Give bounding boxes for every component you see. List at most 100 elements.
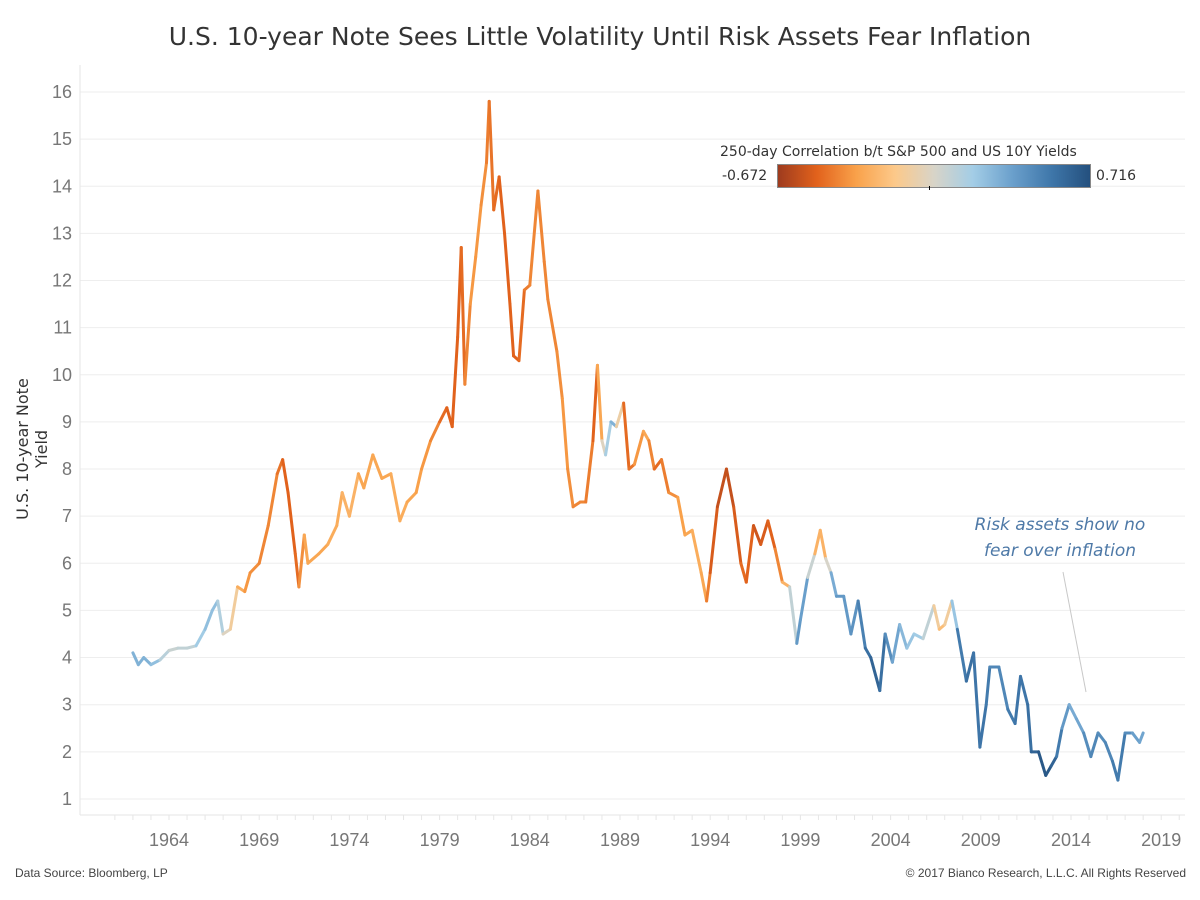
yield-segment (818, 528, 828, 561)
yield-segment (798, 575, 810, 622)
yield-segment (813, 528, 822, 556)
yield-segment (869, 656, 882, 693)
y-tick-label: 13 (52, 223, 72, 243)
yield-segment (824, 557, 833, 575)
yield-segment (398, 500, 409, 523)
yield-segment (849, 599, 860, 636)
yield-segment (806, 552, 817, 579)
yield-segment (158, 648, 171, 662)
yield-segment (921, 604, 936, 641)
yield-segment (1130, 731, 1142, 744)
x-tick-label: 1999 (780, 830, 820, 850)
yield-segment (647, 439, 656, 471)
x-tick-label: 1974 (329, 830, 369, 850)
yield-segment (131, 651, 140, 667)
x-tick-label: 2019 (1141, 830, 1181, 850)
yield-segment (1096, 731, 1107, 744)
yield-segment (1037, 750, 1048, 777)
yield-segment (508, 302, 516, 358)
yield-segment (517, 288, 526, 363)
yield-segment (281, 458, 290, 495)
yield-segment (604, 420, 613, 457)
yield-segment (863, 646, 873, 660)
yield-segment (724, 467, 736, 509)
yield-segment (1026, 703, 1033, 754)
yield-segment (362, 453, 375, 490)
yield-segment (676, 495, 687, 537)
y-tick-label: 15 (52, 129, 72, 149)
yield-segment (371, 453, 384, 480)
yield-segment (751, 524, 763, 546)
x-tick-label: 1979 (420, 830, 460, 850)
yield-segment (1060, 703, 1071, 730)
yield-segment (306, 552, 321, 565)
yield-segment (905, 632, 916, 650)
y-tick-label: 8 (62, 459, 72, 479)
y-tick-label: 12 (52, 271, 72, 291)
yield-segment (632, 429, 645, 466)
yield-segment (950, 599, 959, 631)
yield-segment (842, 594, 853, 636)
yield-segment (335, 491, 344, 528)
yield-segment (297, 533, 306, 589)
yield-segment (878, 632, 887, 693)
x-tick-label: 1969 (239, 830, 279, 850)
annotation-line-1: Risk assets show no (974, 515, 1146, 535)
y-tick-label: 4 (62, 648, 72, 668)
annotation: Risk assets show no fear over inflation (940, 512, 1180, 564)
yield-segment (591, 363, 599, 443)
y-tick-label: 14 (52, 176, 72, 196)
yield-segment (912, 632, 925, 641)
yield-segment (898, 623, 909, 650)
yield-segment (759, 519, 770, 546)
yield-segment (1074, 717, 1086, 735)
yield-segment (595, 363, 604, 443)
yield-segment (203, 608, 214, 631)
yield-segment (829, 571, 838, 598)
yield-segment (560, 396, 570, 471)
yield-segment (487, 99, 496, 212)
annotation-line-2: fear over inflation (983, 541, 1137, 561)
yield-segment (149, 658, 162, 667)
yield-segment (420, 439, 433, 471)
x-tick-label: 1964 (149, 830, 189, 850)
y-tick-label: 6 (62, 553, 72, 573)
yield-segment (468, 255, 478, 306)
x-tick-label: 1989 (600, 830, 640, 850)
yield-segment (1018, 674, 1030, 707)
yield-segment (194, 627, 207, 648)
x-tick-label: 1994 (690, 830, 730, 850)
yield-segment (497, 175, 507, 235)
yield-segment (856, 599, 867, 650)
yield-segment (788, 585, 799, 645)
data-source: Data Source: Bloomberg, LP (15, 866, 168, 880)
yield-segment (216, 599, 225, 636)
yield-segment (566, 467, 575, 509)
yield-segment (317, 542, 330, 556)
yield-segment (705, 571, 712, 603)
yield-segment (536, 189, 546, 264)
color-legend-gradient (777, 164, 1091, 188)
yield-segment (708, 505, 719, 575)
yield-segment (228, 585, 240, 631)
yield-segment (795, 618, 802, 645)
yield-segment (142, 656, 153, 667)
yield-segment (997, 665, 1010, 711)
yield-segment (347, 472, 360, 518)
yield-segment (1138, 731, 1145, 744)
yield-segment (266, 472, 279, 528)
x-tick-label: 2004 (871, 830, 911, 850)
yield-segment (340, 491, 351, 518)
yield-segment (984, 665, 992, 707)
yield-segment (479, 161, 489, 207)
x-tick-label: 1984 (510, 830, 550, 850)
yield-segment (450, 335, 460, 429)
yield-segment (584, 439, 595, 504)
y-tick-label: 16 (52, 82, 72, 102)
yield-segment (641, 429, 651, 443)
yield-segment (302, 533, 310, 565)
x-tick-label: 2009 (961, 830, 1001, 850)
yield-segment (414, 467, 424, 495)
